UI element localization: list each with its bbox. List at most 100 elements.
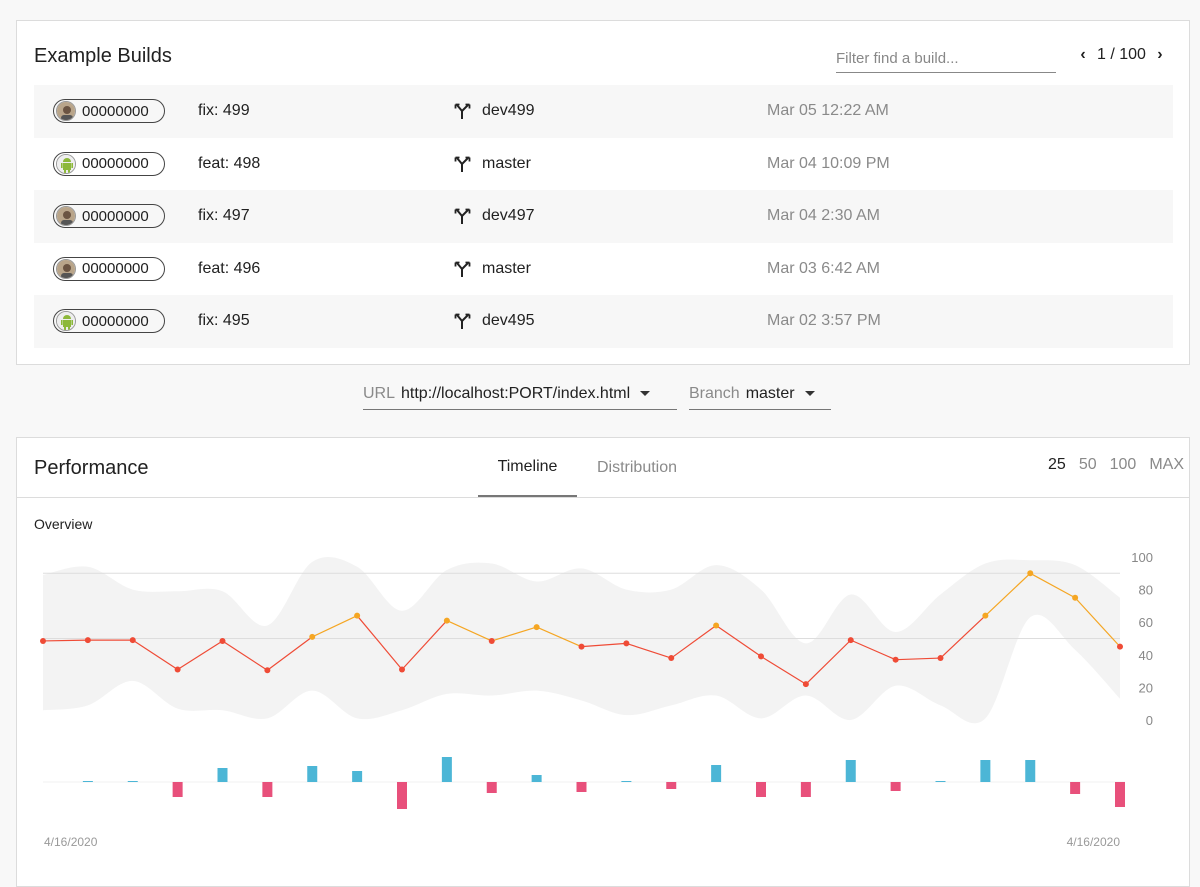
data-point [219, 637, 226, 644]
data-point [1027, 570, 1034, 577]
url-value: http://localhost:PORT/index.html [401, 384, 631, 402]
commit-chip[interactable]: 00000000 [53, 151, 165, 176]
data-point [892, 656, 899, 663]
build-row[interactable]: 00000000 fix: 497 dev497 Mar 04 2:30 AM [34, 190, 1173, 243]
branch-select[interactable]: Branch master [689, 378, 831, 410]
branch-name: dev497 [482, 207, 535, 225]
branch: master [454, 155, 531, 173]
series-segment [311, 615, 358, 638]
data-point [40, 637, 46, 644]
branch-name: master [482, 259, 531, 277]
range-max[interactable]: MAX [1149, 456, 1184, 473]
data-point [84, 637, 91, 644]
build-row[interactable]: 00000000 feat: 496 master Mar 03 6:42 AM [34, 243, 1173, 296]
data-point [668, 655, 675, 662]
delta-bar [82, 781, 93, 782]
caret-down-icon [640, 391, 651, 396]
data-point [309, 633, 316, 640]
build-filter-input[interactable] [836, 45, 1056, 73]
build-date: Mar 03 6:42 AM [767, 259, 880, 277]
tab-timeline[interactable]: Timeline [478, 438, 577, 497]
series-segment [715, 624, 762, 657]
data-point [399, 666, 405, 673]
delta-bar [307, 766, 318, 782]
page-indicator: 1 / 100 [1097, 46, 1146, 63]
build-list: 00000000 fix: 499 dev499 Mar 05 12:22 AM… [34, 85, 1173, 348]
delta-bar [711, 765, 722, 782]
commit-chip[interactable]: 00000000 [53, 99, 165, 124]
builds-card: Example Builds ‹ 1 / 100 › 00000000 fix:… [16, 20, 1190, 365]
android-avatar-icon [56, 153, 76, 174]
delta-bar [1070, 782, 1081, 794]
commit-hash: 00000000 [82, 102, 149, 120]
data-point [623, 640, 630, 647]
delta-bar [800, 782, 811, 797]
data-point [578, 643, 585, 650]
builds-title: Example Builds [34, 45, 172, 67]
delta-bar [486, 782, 497, 793]
tab-distribution[interactable]: Distribution [596, 458, 678, 476]
range-50[interactable]: 50 [1078, 456, 1097, 473]
delta-bar [172, 782, 183, 797]
series-segment [177, 640, 223, 670]
branch-name: dev495 [482, 312, 535, 330]
y-tick-label: 20 [1139, 680, 1153, 695]
branch-icon [454, 207, 472, 225]
commit-message: fix: 497 [198, 207, 250, 225]
branch: master [454, 260, 531, 278]
series-segment [581, 642, 627, 648]
caret-down-icon [804, 391, 815, 396]
series-segment [940, 615, 986, 659]
series-segment [805, 639, 852, 685]
build-row[interactable]: 00000000 fix: 499 dev499 Mar 05 12:22 AM [34, 85, 1173, 138]
y-tick-label: 80 [1139, 583, 1153, 598]
commit-message: feat: 498 [198, 154, 261, 172]
data-point [982, 612, 989, 619]
user-avatar [56, 206, 76, 227]
branch-label: Branch [689, 384, 740, 402]
build-row[interactable]: 00000000 fix: 495 dev495 Mar 02 3:57 PM [34, 295, 1173, 348]
commit-chip[interactable]: 00000000 [53, 309, 165, 334]
commit-message: fix: 495 [198, 312, 250, 330]
delta-bar [352, 771, 363, 782]
tabs: Timeline Distribution [478, 438, 697, 497]
series-segment [760, 655, 807, 685]
android-avatar-icon [56, 311, 76, 332]
series-segment [356, 615, 403, 670]
commit-hash: 00000000 [82, 207, 149, 225]
y-tick-label: 40 [1139, 648, 1153, 663]
pager: ‹ 1 / 100 › [1077, 46, 1166, 64]
range-100[interactable]: 100 [1109, 456, 1137, 473]
branch: dev499 [454, 102, 535, 120]
build-date: Mar 04 2:30 AM [767, 207, 880, 225]
build-date: Mar 05 12:22 AM [767, 102, 889, 120]
range-25[interactable]: 25 [1048, 456, 1066, 473]
data-point [533, 624, 540, 631]
series-segment [895, 657, 941, 661]
branch-icon [454, 260, 472, 278]
build-row[interactable]: 00000000 feat: 498 master Mar 04 10:09 P… [34, 138, 1173, 191]
series-segment [1074, 597, 1121, 648]
url-select[interactable]: URL http://localhost:PORT/index.html [363, 378, 677, 410]
data-point [847, 637, 854, 644]
data-point [1072, 594, 1079, 601]
build-date: Mar 02 3:57 PM [767, 312, 881, 330]
commit-chip[interactable]: 00000000 [53, 204, 165, 229]
series-segment [626, 642, 672, 659]
series-segment [401, 620, 448, 670]
data-point [264, 667, 271, 674]
delta-bar [980, 760, 991, 782]
range-band [43, 556, 1120, 724]
delta-bar [756, 782, 766, 797]
branch-icon [454, 155, 472, 173]
url-label: URL [363, 384, 396, 402]
commit-chip[interactable]: 00000000 [53, 256, 165, 281]
commit-hash: 00000000 [82, 155, 149, 173]
user-avatar [56, 258, 76, 279]
delta-bar [576, 782, 587, 792]
branch-icon [454, 312, 472, 330]
commit-hash: 00000000 [82, 312, 149, 330]
chevron-left-icon[interactable]: ‹ [1080, 46, 1086, 63]
chevron-right-icon[interactable]: › [1157, 46, 1163, 63]
data-point [174, 666, 181, 673]
